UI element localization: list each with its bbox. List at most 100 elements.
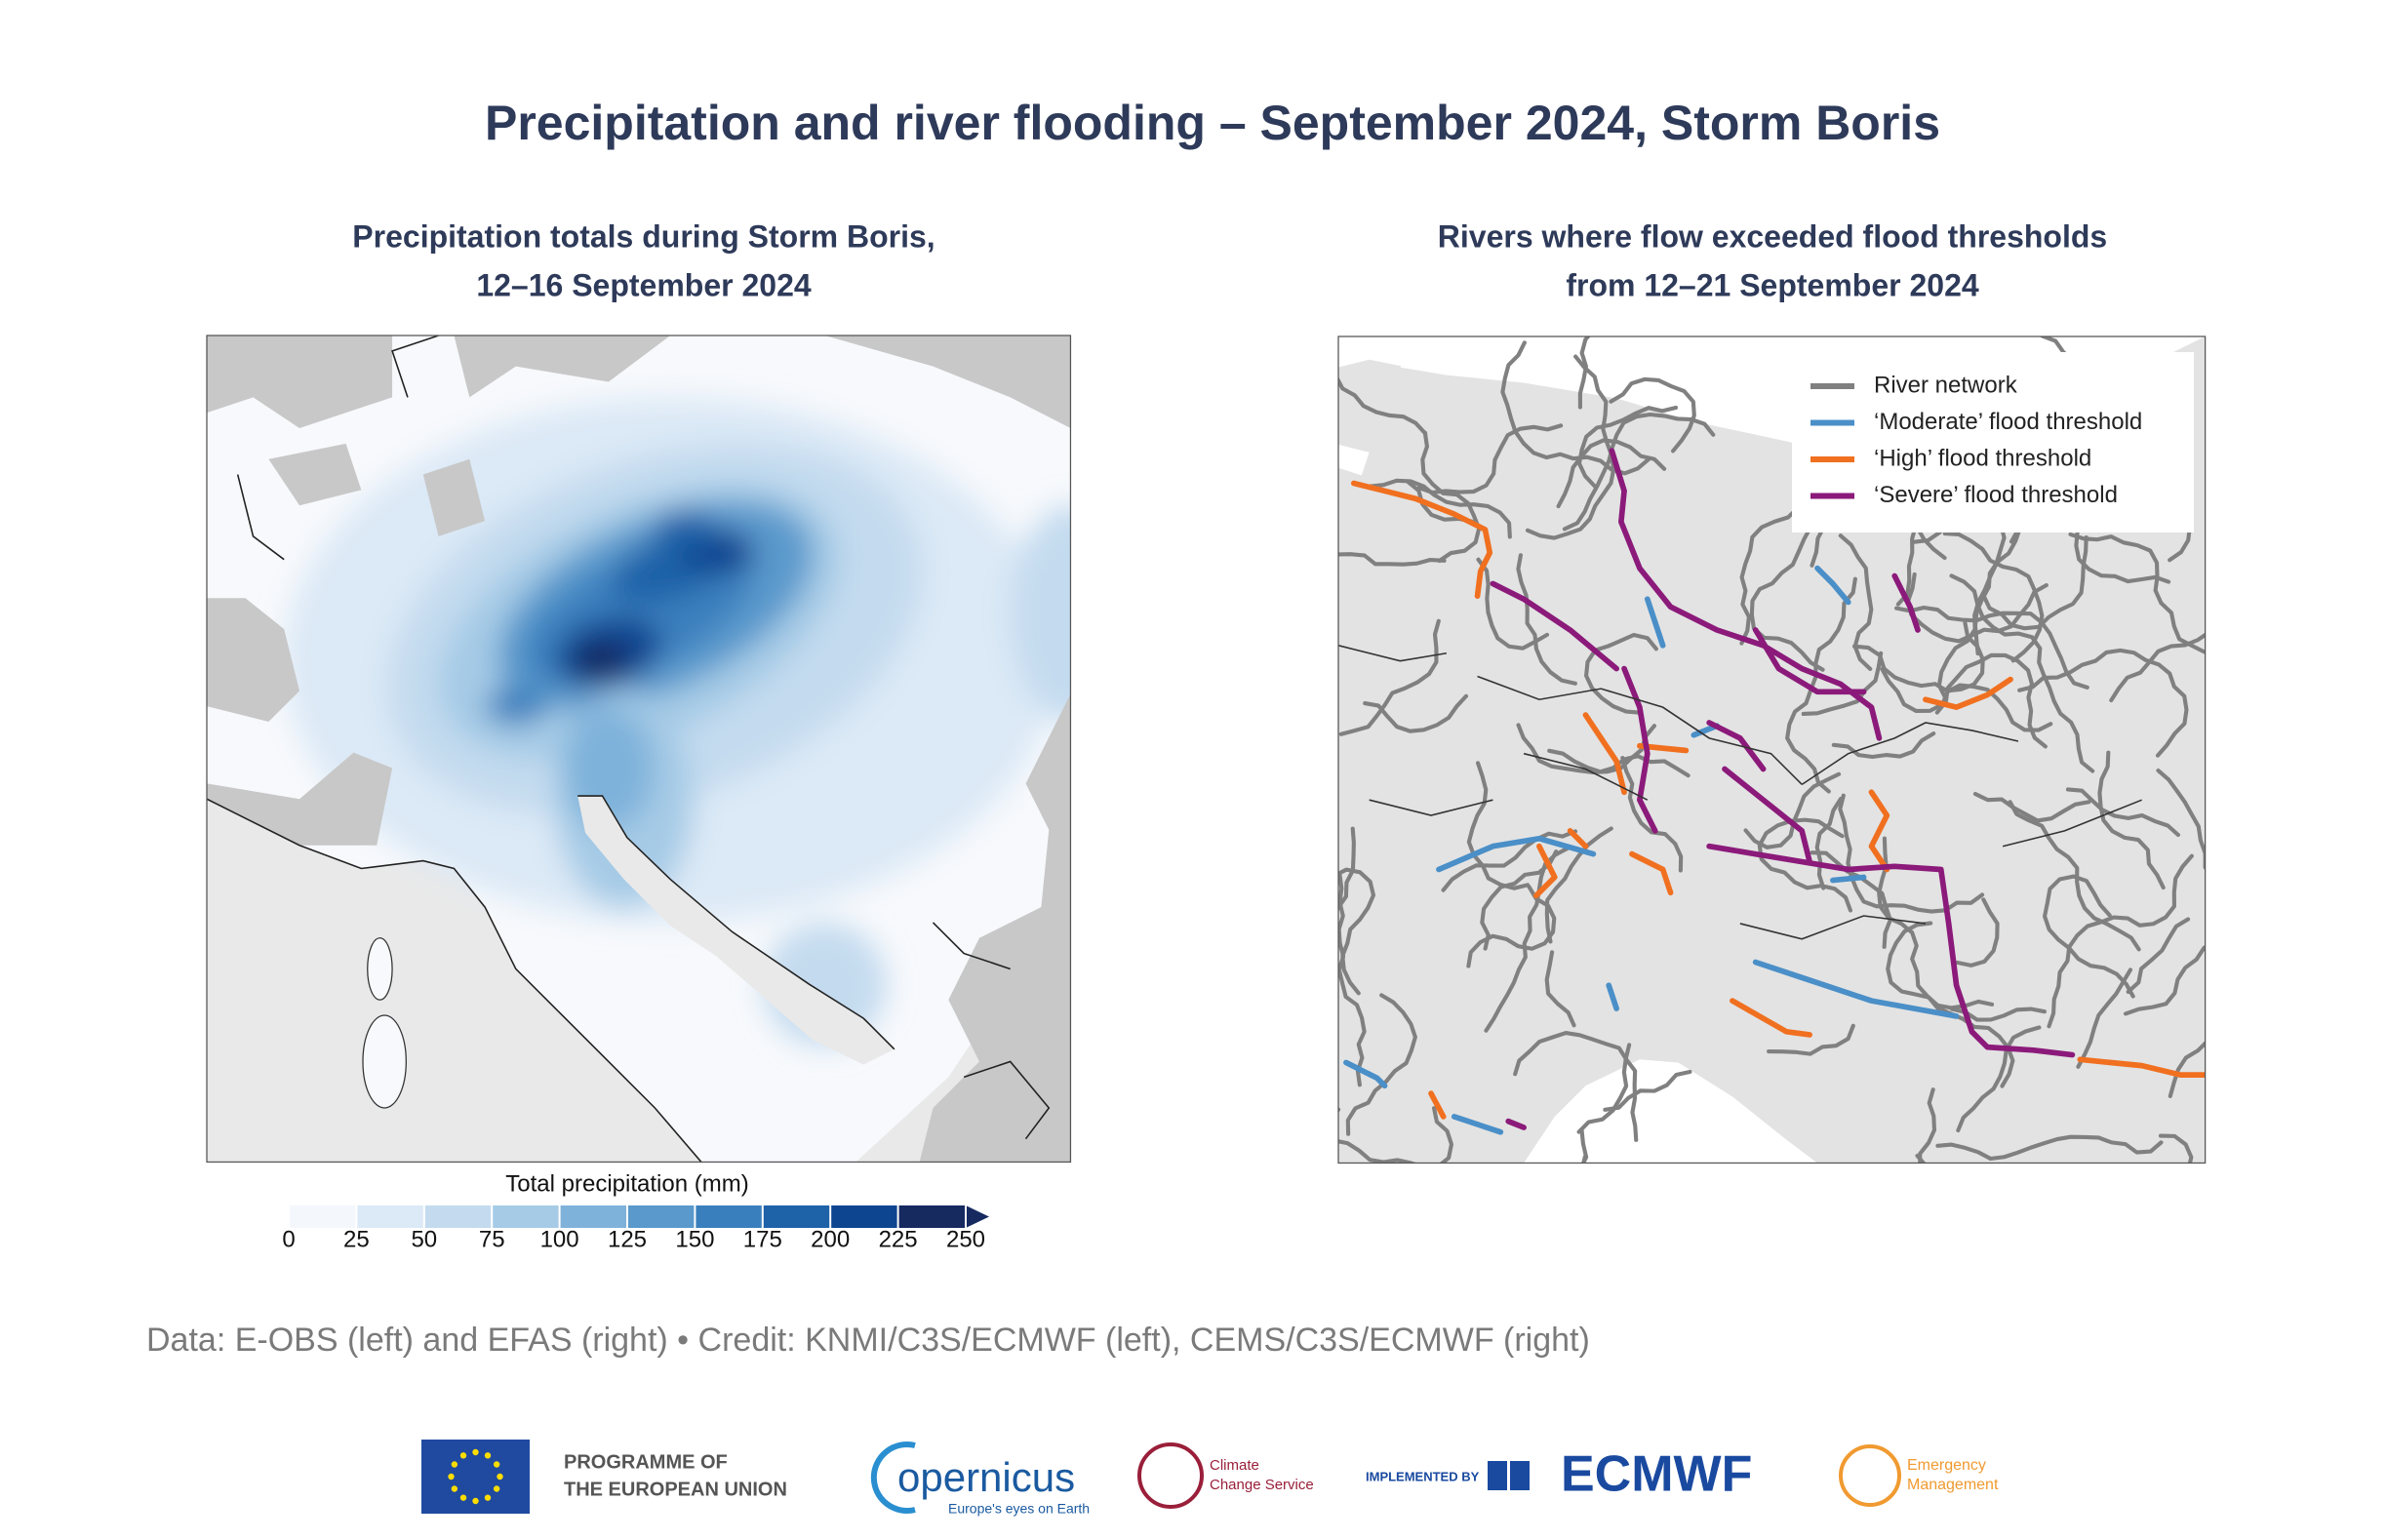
colorbar-bin	[423, 1205, 493, 1228]
river	[1814, 797, 1844, 890]
eu-star	[484, 1494, 492, 1501]
legend-label: ‘High’ flood threshold	[1874, 445, 2091, 471]
river	[1416, 423, 1564, 495]
river	[2168, 1040, 2206, 1098]
colorbar-tick-label: 0	[282, 1226, 295, 1252]
river	[1584, 632, 1658, 715]
river	[1338, 867, 1376, 996]
river	[1972, 791, 2091, 823]
precip-blob	[655, 509, 717, 548]
colorbar-bin	[492, 1205, 560, 1228]
colorbar-bin	[559, 1205, 627, 1228]
logo-text: Europe's eyes on Earth	[948, 1501, 1090, 1517]
river	[1484, 846, 1571, 1033]
legend-label: ‘Moderate’ flood threshold	[1874, 409, 2142, 435]
river	[1338, 552, 1447, 567]
legend-label: ‘Severe’ flood threshold	[1874, 482, 2118, 508]
adriatic-sea	[1524, 1059, 1818, 1164]
eu-star	[472, 1497, 479, 1505]
river	[1956, 1025, 2042, 1133]
colorbar-tick-label: 200	[811, 1226, 850, 1252]
river	[1757, 817, 1852, 913]
colorbar-bin	[897, 1205, 966, 1228]
precip-blob	[1010, 505, 1071, 722]
flood-rivers	[1343, 448, 2206, 1135]
river	[2109, 632, 2206, 703]
river	[1603, 1069, 1692, 1112]
river	[1767, 1023, 1855, 1056]
colorbar-tick-label: 25	[343, 1226, 370, 1252]
river	[1949, 573, 2095, 773]
river	[1801, 651, 1884, 717]
logo-text: opernicus	[897, 1454, 1075, 1500]
colorbar: Total precipitation (mm) 0 25 50 75 100 125 15…	[282, 1170, 989, 1252]
river	[2008, 800, 2141, 952]
river	[1476, 557, 1550, 651]
river	[1577, 336, 1591, 410]
colorbar-bin	[830, 1205, 898, 1228]
sardinia	[362, 1014, 407, 1109]
river	[1544, 826, 1613, 944]
high-river	[1350, 480, 2206, 1120]
climate-icon	[1137, 1442, 1204, 1509]
river	[1338, 1107, 1341, 1114]
map-content	[207, 336, 1071, 1163]
river	[2047, 853, 2194, 1029]
colorbar-extend	[966, 1205, 989, 1228]
colorbar-bin	[762, 1205, 831, 1228]
river	[2068, 532, 2206, 654]
river	[1466, 761, 1531, 890]
border	[1338, 645, 2142, 940]
river	[1338, 375, 1428, 436]
coastline	[207, 336, 1051, 1163]
no-data-area	[207, 336, 1071, 1163]
river	[1620, 756, 1684, 873]
river	[1981, 535, 2089, 631]
logo-text: IMPLEMENTED BY	[1366, 1469, 1480, 1483]
logo-text: Management	[1907, 1477, 1999, 1493]
river	[1579, 1127, 1589, 1164]
lake	[1338, 336, 2142, 476]
river	[2017, 648, 2189, 758]
precip-blob	[485, 688, 547, 726]
eu-star	[448, 1473, 455, 1481]
eu-star	[459, 1494, 467, 1501]
legend-label: River network	[1874, 372, 2018, 398]
river	[1942, 532, 2045, 663]
river	[1556, 438, 1667, 509]
precip-blob	[573, 641, 629, 679]
river	[1609, 376, 1696, 454]
corsica	[367, 937, 393, 1001]
colorbar-tick-label: 175	[743, 1226, 782, 1252]
river	[1544, 950, 1576, 1028]
panel-title: 12–16 September 2024	[476, 267, 812, 302]
logo-text: PROGRAMME OF	[564, 1451, 728, 1473]
map-frame	[206, 335, 1072, 1164]
river	[1420, 430, 1482, 564]
logo-text: THE EUROPEAN UNION	[564, 1479, 787, 1500]
colorbar-bin	[695, 1205, 763, 1228]
precipitation-map	[206, 335, 1072, 1164]
adriatic-sea	[577, 796, 895, 1065]
river	[1880, 666, 2053, 732]
river	[1367, 478, 1512, 539]
colorbar-bin	[627, 1205, 696, 1228]
river	[2042, 874, 2135, 999]
colorbar-label: Total precipitation (mm)	[505, 1170, 748, 1197]
eu-star	[459, 1452, 467, 1459]
panel-title: Precipitation totals during Storm Boris,	[352, 218, 935, 254]
river	[1935, 1134, 2164, 1162]
river	[1338, 618, 1441, 736]
river	[1525, 354, 1616, 540]
river	[1338, 872, 1367, 1087]
river	[1513, 1031, 1639, 1142]
river	[1831, 731, 1936, 760]
river	[1338, 826, 1356, 912]
river	[1576, 1043, 1632, 1134]
river	[1500, 340, 1651, 476]
credit: Data: E-OBS (left) and EFAS (right) • Cr…	[146, 1322, 1590, 1359]
ecmwf-mark	[1488, 1461, 1530, 1490]
eu-star	[497, 1473, 503, 1481]
colorbar-bin	[356, 1205, 424, 1228]
